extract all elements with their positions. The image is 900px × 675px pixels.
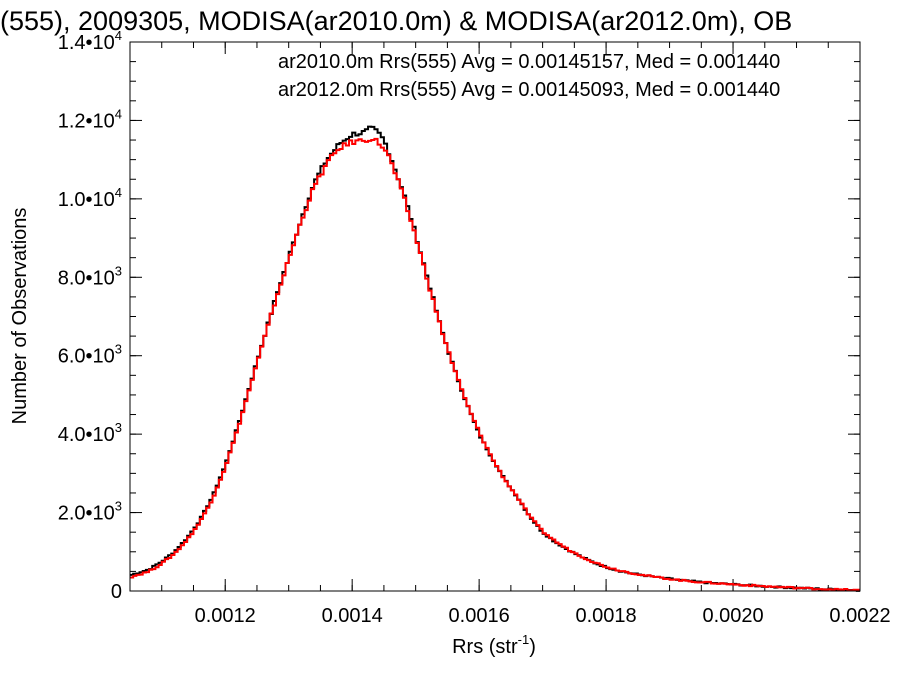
x-tick-label: 0.0018 xyxy=(576,605,637,627)
chart-title: (555), 2009305, MODISA(ar2010.0m) & MODI… xyxy=(0,6,792,36)
x-axis-label: Rrs (str-1) xyxy=(452,632,536,658)
histogram-series-ar2010 xyxy=(130,125,860,592)
x-tick-label: 0.0012 xyxy=(195,605,256,627)
legend-entry-ar2012: ar2012.0m Rrs(555) Avg = 0.00145093, Med… xyxy=(278,79,780,101)
y-tick-label: 0 xyxy=(111,581,122,603)
y-tick-label: 8.0•103 xyxy=(58,263,122,289)
series-layer xyxy=(130,125,860,592)
y-tick-label: 2.0•103 xyxy=(58,499,122,525)
tick-marks xyxy=(129,41,861,592)
x-tick-labels: 0.0012 0.0014 0.0016 0.0018 0.0020 0.0022 xyxy=(195,605,891,627)
y-tick-labels: 0 2.0•103 4.0•103 6.0•103 8.0•103 1.0•104 1.2•… xyxy=(58,28,122,603)
y-tick-label: 1.0•104 xyxy=(58,185,122,211)
x-tick-label: 0.0022 xyxy=(829,605,890,627)
x-tick-label: 0.0014 xyxy=(322,605,383,627)
y-tick-label: 4.0•103 xyxy=(58,420,122,446)
histogram-series-ar2012 xyxy=(130,137,860,592)
y-axis-label: Number of Observations xyxy=(9,208,31,425)
y-tick-label: 6.0•103 xyxy=(58,342,122,368)
y-tick-label: 1.4•104 xyxy=(58,28,122,54)
x-tick-label: 0.0016 xyxy=(449,605,510,627)
x-tick-label: 0.0020 xyxy=(702,605,763,627)
plot-frame xyxy=(129,41,861,592)
y-tick-label: 1.2•104 xyxy=(58,106,122,132)
legend-entry-ar2010: ar2010.0m Rrs(555) Avg = 0.00145157, Med… xyxy=(278,51,780,73)
